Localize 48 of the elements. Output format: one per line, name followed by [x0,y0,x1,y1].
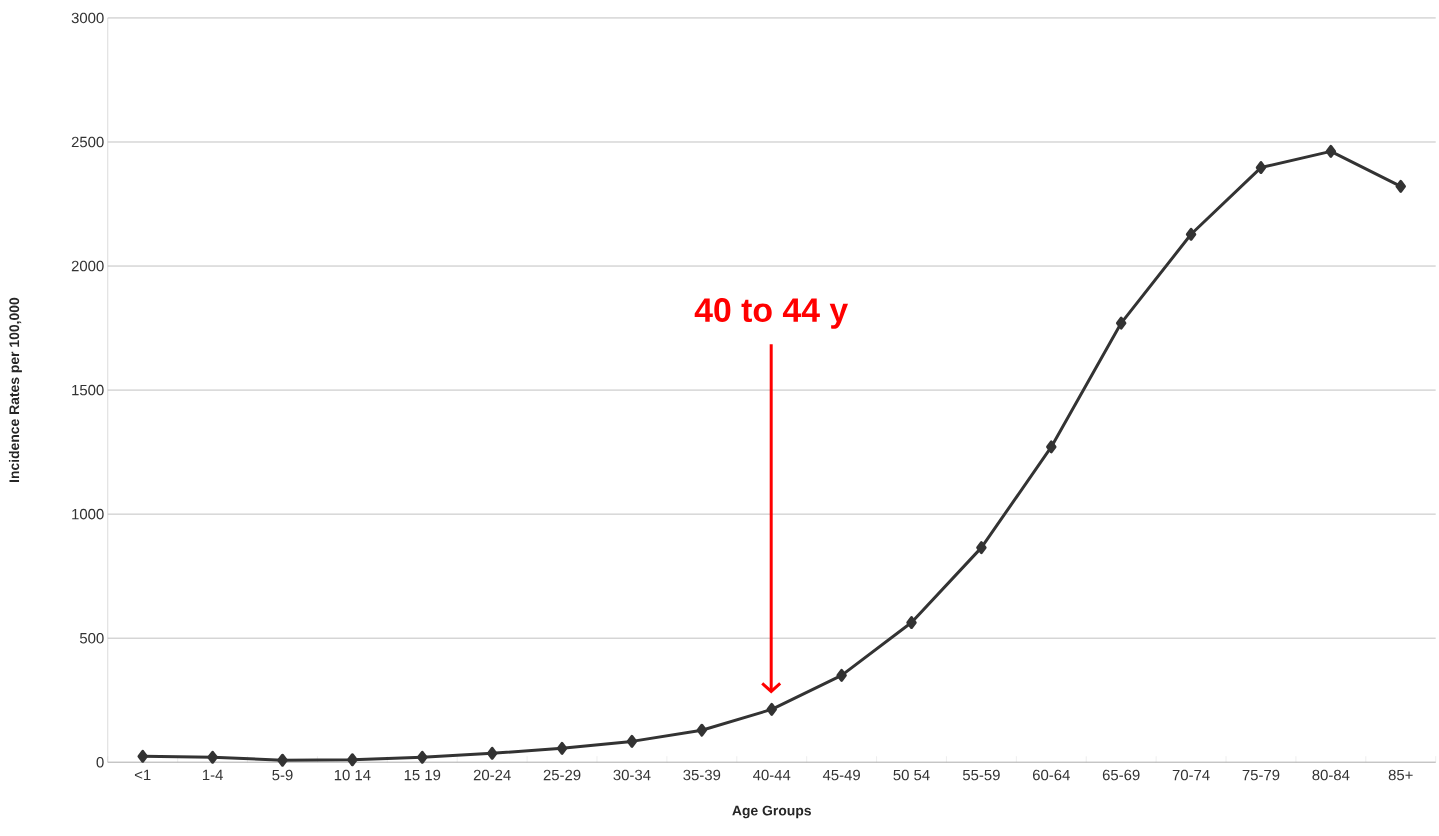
point [1395,179,1406,193]
x-axis-title: Age Groups [732,805,811,819]
x-tick-label: 25-29 [543,769,581,781]
y-tick-label: 3000 [71,12,104,24]
y-axis-title: Incidence Rates per 100,000 [8,297,22,482]
point [137,749,148,763]
x-tick-label: 5-9 [272,769,293,781]
x-tick-label: 15 19 [404,769,441,781]
x-tick-label: 80-84 [1312,769,1350,781]
x-tick-label: 65-69 [1102,769,1140,781]
x-tick-label: 10 14 [334,769,371,781]
point [486,746,498,760]
y-tick-label: 0 [96,756,104,768]
point [207,750,218,764]
point [277,753,288,767]
point [1255,161,1267,174]
point [766,702,777,716]
x-tick-label: 55-59 [962,769,1000,781]
y-tick-label: 1000 [72,508,104,520]
point [906,616,917,630]
annotation: 40 to 44 y [694,298,849,329]
point [1185,227,1197,241]
point [626,734,638,748]
point [417,750,428,764]
y-tick-label: 1500 [72,384,104,396]
y-tick-label: 2000 [71,260,104,272]
point [347,753,358,767]
point [836,668,847,682]
x-tick-label: 1-4 [202,769,223,780]
x-tick-label: 60-64 [1032,769,1070,781]
x-tick-label: 35-39 [683,769,721,781]
x-tick-label: 40-44 [753,769,791,781]
x-tick-label: 50 54 [893,769,930,781]
x-tick-label: 85+ [1388,769,1413,781]
point [556,741,568,755]
point [1325,144,1337,158]
point [1046,440,1057,454]
point [976,541,987,555]
point [1115,316,1127,330]
x-tick-label: 30-34 [613,769,651,781]
x-tick-label: <1 [134,769,151,780]
point [696,723,708,737]
x-tick-label: 70-74 [1172,769,1210,781]
x-tick-label: 45-49 [822,769,860,781]
y-tick-label: 2500 [71,136,104,148]
x-tick-label: 75-79 [1242,769,1280,781]
y-tick-label: 500 [79,632,104,644]
x-tick-label: 20-24 [473,769,511,781]
